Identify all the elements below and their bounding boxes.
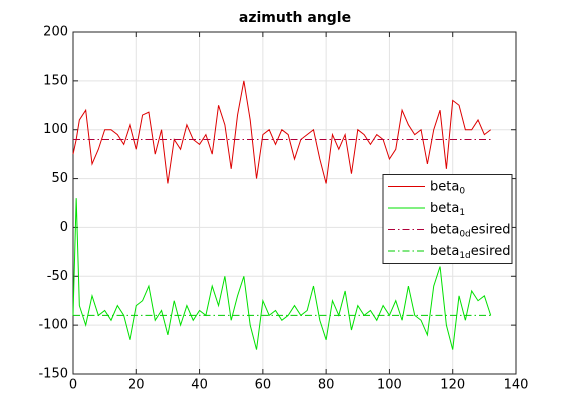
y-tick-label: 150 xyxy=(43,73,68,88)
data-line xyxy=(72,80,491,184)
legend-label: beta0desired xyxy=(430,222,510,239)
x-tick-label: 140 xyxy=(504,378,529,393)
y-tick-label: 50 xyxy=(51,171,68,186)
y-tick-label: 100 xyxy=(43,122,68,137)
x-tick-label: 100 xyxy=(377,378,402,393)
legend-subscript: 0 xyxy=(459,186,465,196)
x-tick-label: 80 xyxy=(318,378,335,393)
y-tick-label: -50 xyxy=(47,269,68,284)
legend-label: beta0 xyxy=(430,179,465,196)
legend-name: beta xyxy=(430,222,459,237)
legend-suffix: esired xyxy=(471,244,511,259)
legend-name: beta xyxy=(430,179,459,194)
y-tick-label: 0 xyxy=(60,220,68,235)
axes-box xyxy=(72,31,517,375)
x-tick-label: 0 xyxy=(69,378,77,393)
legend-suffix: esired xyxy=(471,222,511,237)
legend-name: beta xyxy=(430,244,459,259)
legend-subscript: 0d xyxy=(459,229,470,239)
y-tick-label: -100 xyxy=(38,318,68,333)
x-tick-label: 120 xyxy=(440,378,465,393)
legend-name: beta xyxy=(430,201,459,216)
y-tick-label: 200 xyxy=(43,25,68,40)
y-tick-label: -150 xyxy=(38,367,68,382)
x-tick-label: 60 xyxy=(255,378,272,393)
legend-subscript: 1d xyxy=(459,251,470,261)
x-tick-label: 20 xyxy=(128,378,145,393)
legend-label: beta1 xyxy=(430,201,465,218)
legend-box xyxy=(382,174,513,264)
legend-subscript: 1 xyxy=(459,208,465,218)
chart-title: azimuth angle xyxy=(239,10,351,26)
x-tick-label: 40 xyxy=(191,378,208,393)
legend-label: beta1desired xyxy=(430,244,510,261)
